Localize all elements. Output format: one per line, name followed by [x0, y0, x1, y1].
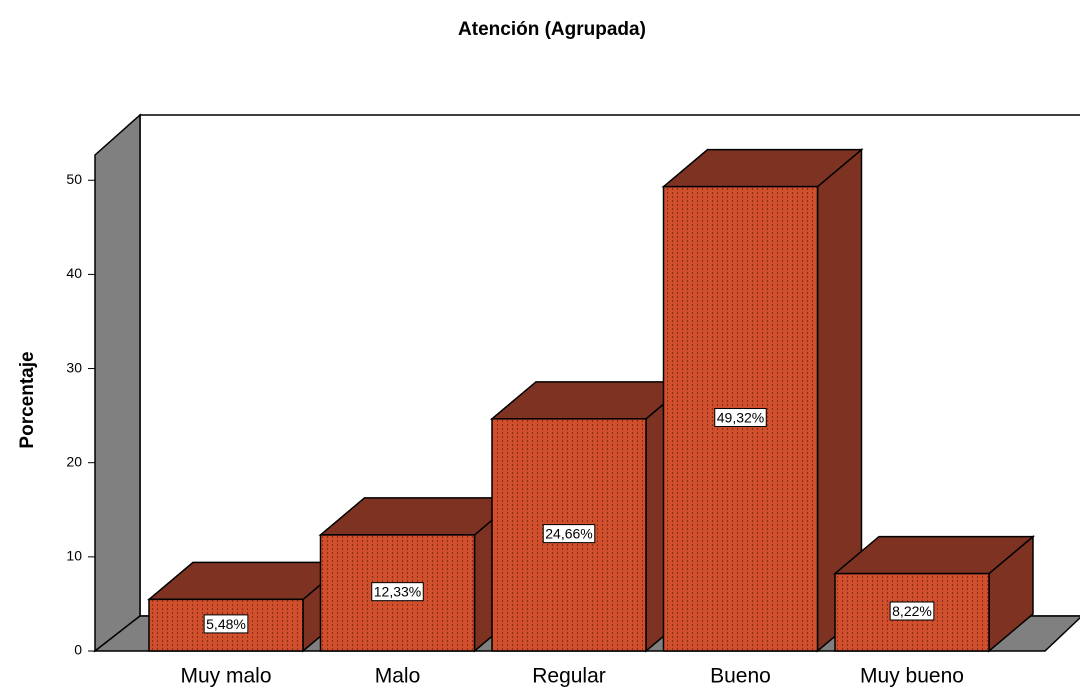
data-label: 5,48%	[206, 616, 246, 632]
label-box	[714, 408, 767, 428]
left-wall	[94, 113, 141, 653]
x-tick-label: Malo	[375, 665, 421, 688]
data-label: 24,66%	[545, 526, 592, 542]
data-label: 8,22%	[892, 603, 932, 619]
data-label: 49,32%	[717, 410, 764, 426]
label-box	[203, 614, 249, 634]
x-tick-label: Regular	[532, 665, 606, 688]
label-box	[542, 524, 596, 544]
data-label: 12,33%	[374, 584, 421, 600]
label-box	[889, 601, 935, 621]
y-tick-label: 10	[66, 548, 82, 564]
y-tick-label: 0	[74, 642, 82, 658]
y-tick-label: 30	[66, 359, 82, 375]
x-tick-label: Bueno	[710, 665, 771, 688]
x-tick-label: Muy bueno	[860, 665, 964, 688]
x-tick-label: Muy malo	[180, 665, 271, 688]
y-tick-label: 50	[66, 171, 82, 187]
label-box	[371, 582, 424, 602]
y-tick-label: 20	[66, 453, 82, 469]
y-tick-label: 40	[66, 265, 82, 281]
chart-title: Atención (Agrupada)	[458, 19, 646, 40]
y-axis-title: Porcentaje	[17, 351, 38, 448]
